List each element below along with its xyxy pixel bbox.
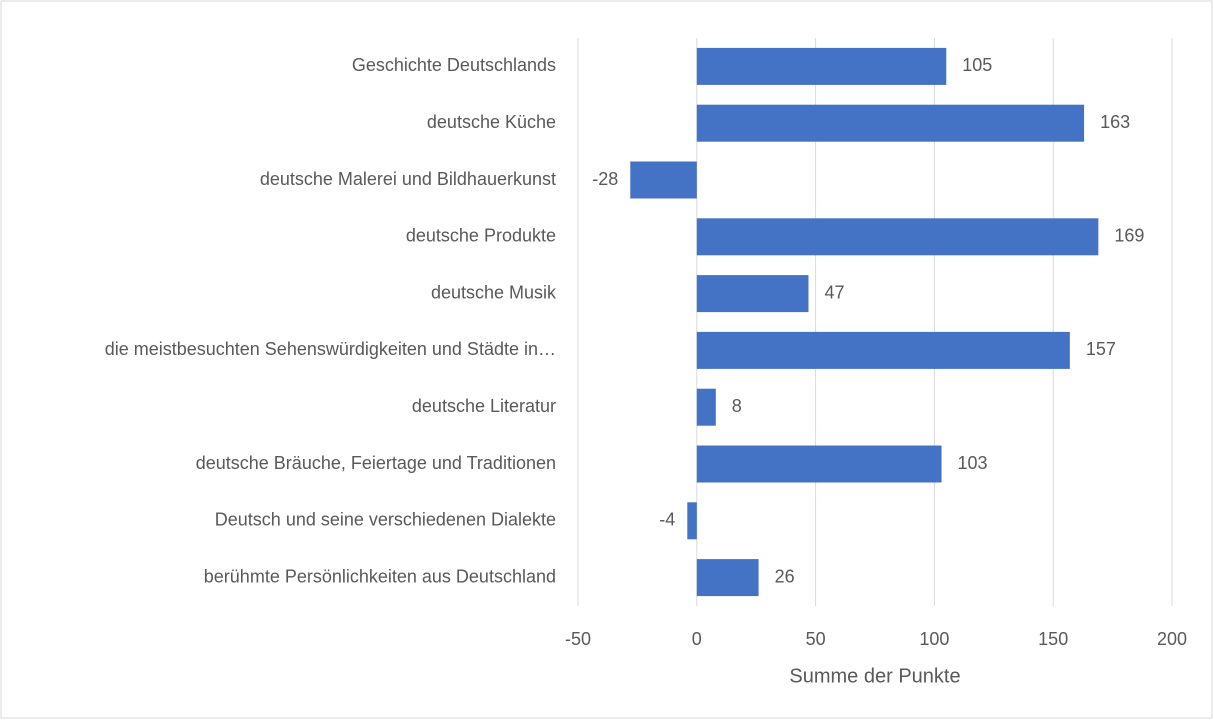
x-tick-label: 0 [692, 629, 702, 649]
x-tick-label: -50 [565, 629, 591, 649]
bar [696, 275, 809, 313]
bar [696, 331, 1070, 369]
bar [696, 104, 1085, 142]
x-tick-label: 50 [806, 629, 826, 649]
value-label: -4 [659, 510, 675, 530]
y-tick-label: deutsche Küche [427, 112, 556, 132]
y-tick-label: berühmte Persönlichkeiten aus Deutschlan… [204, 566, 556, 586]
x-tick-label: 200 [1157, 629, 1187, 649]
y-tick-label: deutsche Bräuche, Feiertage und Traditio… [196, 453, 556, 473]
value-label: 169 [1114, 226, 1144, 246]
value-label: 26 [775, 566, 795, 586]
value-label: 157 [1086, 339, 1116, 359]
value-label: 103 [958, 453, 988, 473]
bar [696, 218, 1099, 256]
value-label: 47 [824, 282, 844, 302]
y-tick-label: deutsche Produkte [406, 226, 556, 246]
y-tick-label: deutsche Musik [431, 282, 557, 302]
y-tick-label: deutsche Malerei und Bildhauerkunst [260, 169, 556, 189]
value-label: 8 [732, 396, 742, 416]
value-label: 105 [962, 55, 992, 75]
x-axis-title: Summe der Punkte [789, 665, 960, 687]
bar [696, 445, 942, 483]
x-tick-label: 100 [919, 629, 949, 649]
bar [696, 47, 947, 85]
y-tick-label: Deutsch und seine verschiedenen Dialekte [215, 510, 556, 530]
x-tick-label: 150 [1038, 629, 1068, 649]
bar [687, 502, 697, 540]
bar [696, 388, 716, 426]
y-tick-label: die meistbesuchten Sehenswürdigkeiten un… [105, 339, 556, 359]
y-tick-label: Geschichte Deutschlands [352, 55, 556, 75]
bar [630, 161, 697, 199]
bar [696, 559, 759, 597]
value-label: -28 [592, 169, 618, 189]
y-tick-label: deutsche Literatur [412, 396, 556, 416]
value-label: 163 [1100, 112, 1130, 132]
